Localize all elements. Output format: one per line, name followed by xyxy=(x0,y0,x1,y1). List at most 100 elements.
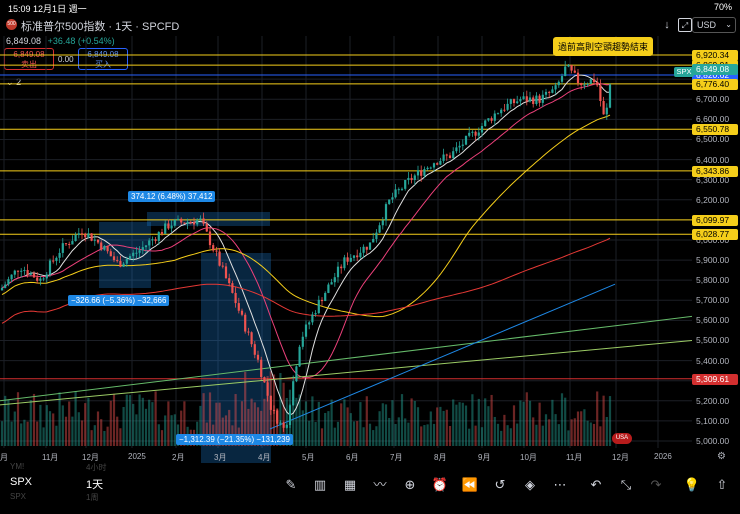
measure-label-down[interactable]: −326.66 (−5.36%) −32,666 xyxy=(68,295,170,306)
candle-body xyxy=(388,199,391,205)
chart-type-icon[interactable]: ▥ xyxy=(313,477,327,492)
candle-body xyxy=(183,222,186,224)
status-battery: 70% xyxy=(713,2,732,12)
candle-body xyxy=(378,225,381,233)
moving-average-line xyxy=(1,237,611,324)
us-flag-icon[interactable]: USA xyxy=(612,433,632,444)
candle-body xyxy=(583,84,586,86)
replay-icon[interactable]: ⏪ xyxy=(461,477,479,492)
price-tick: 5,100.00 xyxy=(696,415,730,426)
candle-body xyxy=(84,233,87,238)
volume-bar xyxy=(215,402,218,446)
volume-bar xyxy=(484,398,487,446)
candle-body xyxy=(103,245,106,250)
price-chart[interactable] xyxy=(0,36,692,466)
settings-gear-icon[interactable]: ⚙ xyxy=(717,451,726,462)
volume-bar xyxy=(244,371,247,446)
volume-bar xyxy=(90,430,93,446)
chevron-down-icon: ⌄ xyxy=(6,77,14,87)
candle-body xyxy=(554,85,557,90)
volume-bar xyxy=(103,430,106,446)
redo-icon[interactable]: ↷ xyxy=(650,477,662,492)
volume-bar xyxy=(336,421,340,446)
measure-label-up[interactable]: 374.12 (6.48%) 37,412 xyxy=(128,191,216,202)
volume-bar xyxy=(308,420,311,446)
candle-body xyxy=(237,303,240,311)
volume-bar xyxy=(16,392,20,446)
level-tag[interactable]: 6,099.97 xyxy=(692,214,738,226)
volume-bar xyxy=(298,394,301,446)
volume-bar xyxy=(372,430,375,446)
volume-bar xyxy=(234,394,237,446)
level-tag[interactable]: 6,550.78 xyxy=(692,124,738,136)
measure-label-crash[interactable]: −1,312.39 (−21.35%) −131,239 xyxy=(176,434,293,445)
level-tag[interactable]: 6,776.40 xyxy=(692,78,738,90)
volume-bar xyxy=(32,393,36,446)
symbol-title[interactable]: 标准普尔500指数 · 1天 · SPCFD xyxy=(21,21,180,33)
candle-body xyxy=(541,94,544,103)
price-tick: 5,900.00 xyxy=(696,255,730,266)
time-tick: 11月 xyxy=(566,453,583,462)
indicator-toggle[interactable]: ⌄ 2 xyxy=(6,77,22,87)
candle-body xyxy=(381,220,384,226)
bottom-interval[interactable]: 1天 xyxy=(86,479,104,491)
trendline xyxy=(0,339,692,406)
currency-select[interactable]: USD ⌄ xyxy=(692,17,736,33)
candle-body xyxy=(90,233,93,241)
layers-icon[interactable]: ◈ xyxy=(525,477,535,492)
level-tag[interactable]: 6,920.34 xyxy=(692,49,738,61)
pen-icon[interactable]: ✎ xyxy=(285,477,297,492)
chevron-down-icon: ⌄ xyxy=(725,20,732,29)
candle-body xyxy=(496,113,500,115)
volume-bar xyxy=(458,402,461,446)
volume-bar xyxy=(23,419,26,446)
volume-bar xyxy=(10,421,13,446)
candle-body xyxy=(365,246,368,250)
candle-body xyxy=(535,95,538,105)
volume-bar xyxy=(340,403,343,446)
object-tree-icon[interactable]: ⋯ xyxy=(553,477,567,492)
time-tick: 5月 xyxy=(302,453,315,462)
share-icon[interactable]: ⇧ xyxy=(716,477,728,492)
add-icon[interactable]: ⊕ xyxy=(404,477,416,492)
templates-icon[interactable]: ▦ xyxy=(343,477,357,492)
candle-body xyxy=(119,261,122,267)
volume-bar xyxy=(349,413,352,446)
volume-bar xyxy=(183,401,186,446)
annotation-note[interactable]: 過前高則空頭趨勢結束 xyxy=(553,37,654,56)
volume-bar xyxy=(240,401,244,446)
status-bar: 15:09 12月1日 週一 70% xyxy=(0,0,740,14)
candle-body xyxy=(189,221,192,223)
undo-icon[interactable]: ↺ xyxy=(494,477,506,492)
candle-body xyxy=(45,274,48,279)
candle-body xyxy=(48,260,52,275)
level-tag[interactable]: 6,028.77 xyxy=(692,229,738,241)
candle-body xyxy=(170,225,173,229)
collapse-icon[interactable]: ⤡ xyxy=(620,477,632,492)
bottom-symbol[interactable]: SPX xyxy=(10,476,33,488)
download-icon[interactable]: ↓ xyxy=(664,19,670,31)
level-tag[interactable]: 5,309.61 xyxy=(692,373,738,385)
candle-body xyxy=(7,279,10,285)
volume-bar xyxy=(381,403,384,446)
indicators-icon[interactable]: 〰 xyxy=(373,477,387,492)
candle-body xyxy=(356,255,359,258)
candle-body xyxy=(404,179,407,189)
alert-clock-icon[interactable]: ⏰ xyxy=(431,477,449,492)
candle-body xyxy=(279,422,282,424)
bulb-icon[interactable]: 💡 xyxy=(683,477,701,492)
candle-body xyxy=(138,250,141,253)
candle-body xyxy=(592,79,596,82)
price-tick: 6,700.00 xyxy=(696,94,730,105)
time-tick: 4月 xyxy=(258,453,271,462)
volume-bar xyxy=(471,394,474,446)
candle-body xyxy=(340,266,343,269)
candle-body xyxy=(23,270,26,272)
candle-body xyxy=(368,242,372,250)
back-icon[interactable]: ↶ xyxy=(590,477,602,492)
candle-body xyxy=(544,91,548,95)
candle-body xyxy=(458,145,461,148)
fullscreen-icon[interactable]: ⤢ xyxy=(678,18,692,32)
candle-body xyxy=(250,332,253,345)
level-tag[interactable]: 6,343.86 xyxy=(692,165,738,177)
